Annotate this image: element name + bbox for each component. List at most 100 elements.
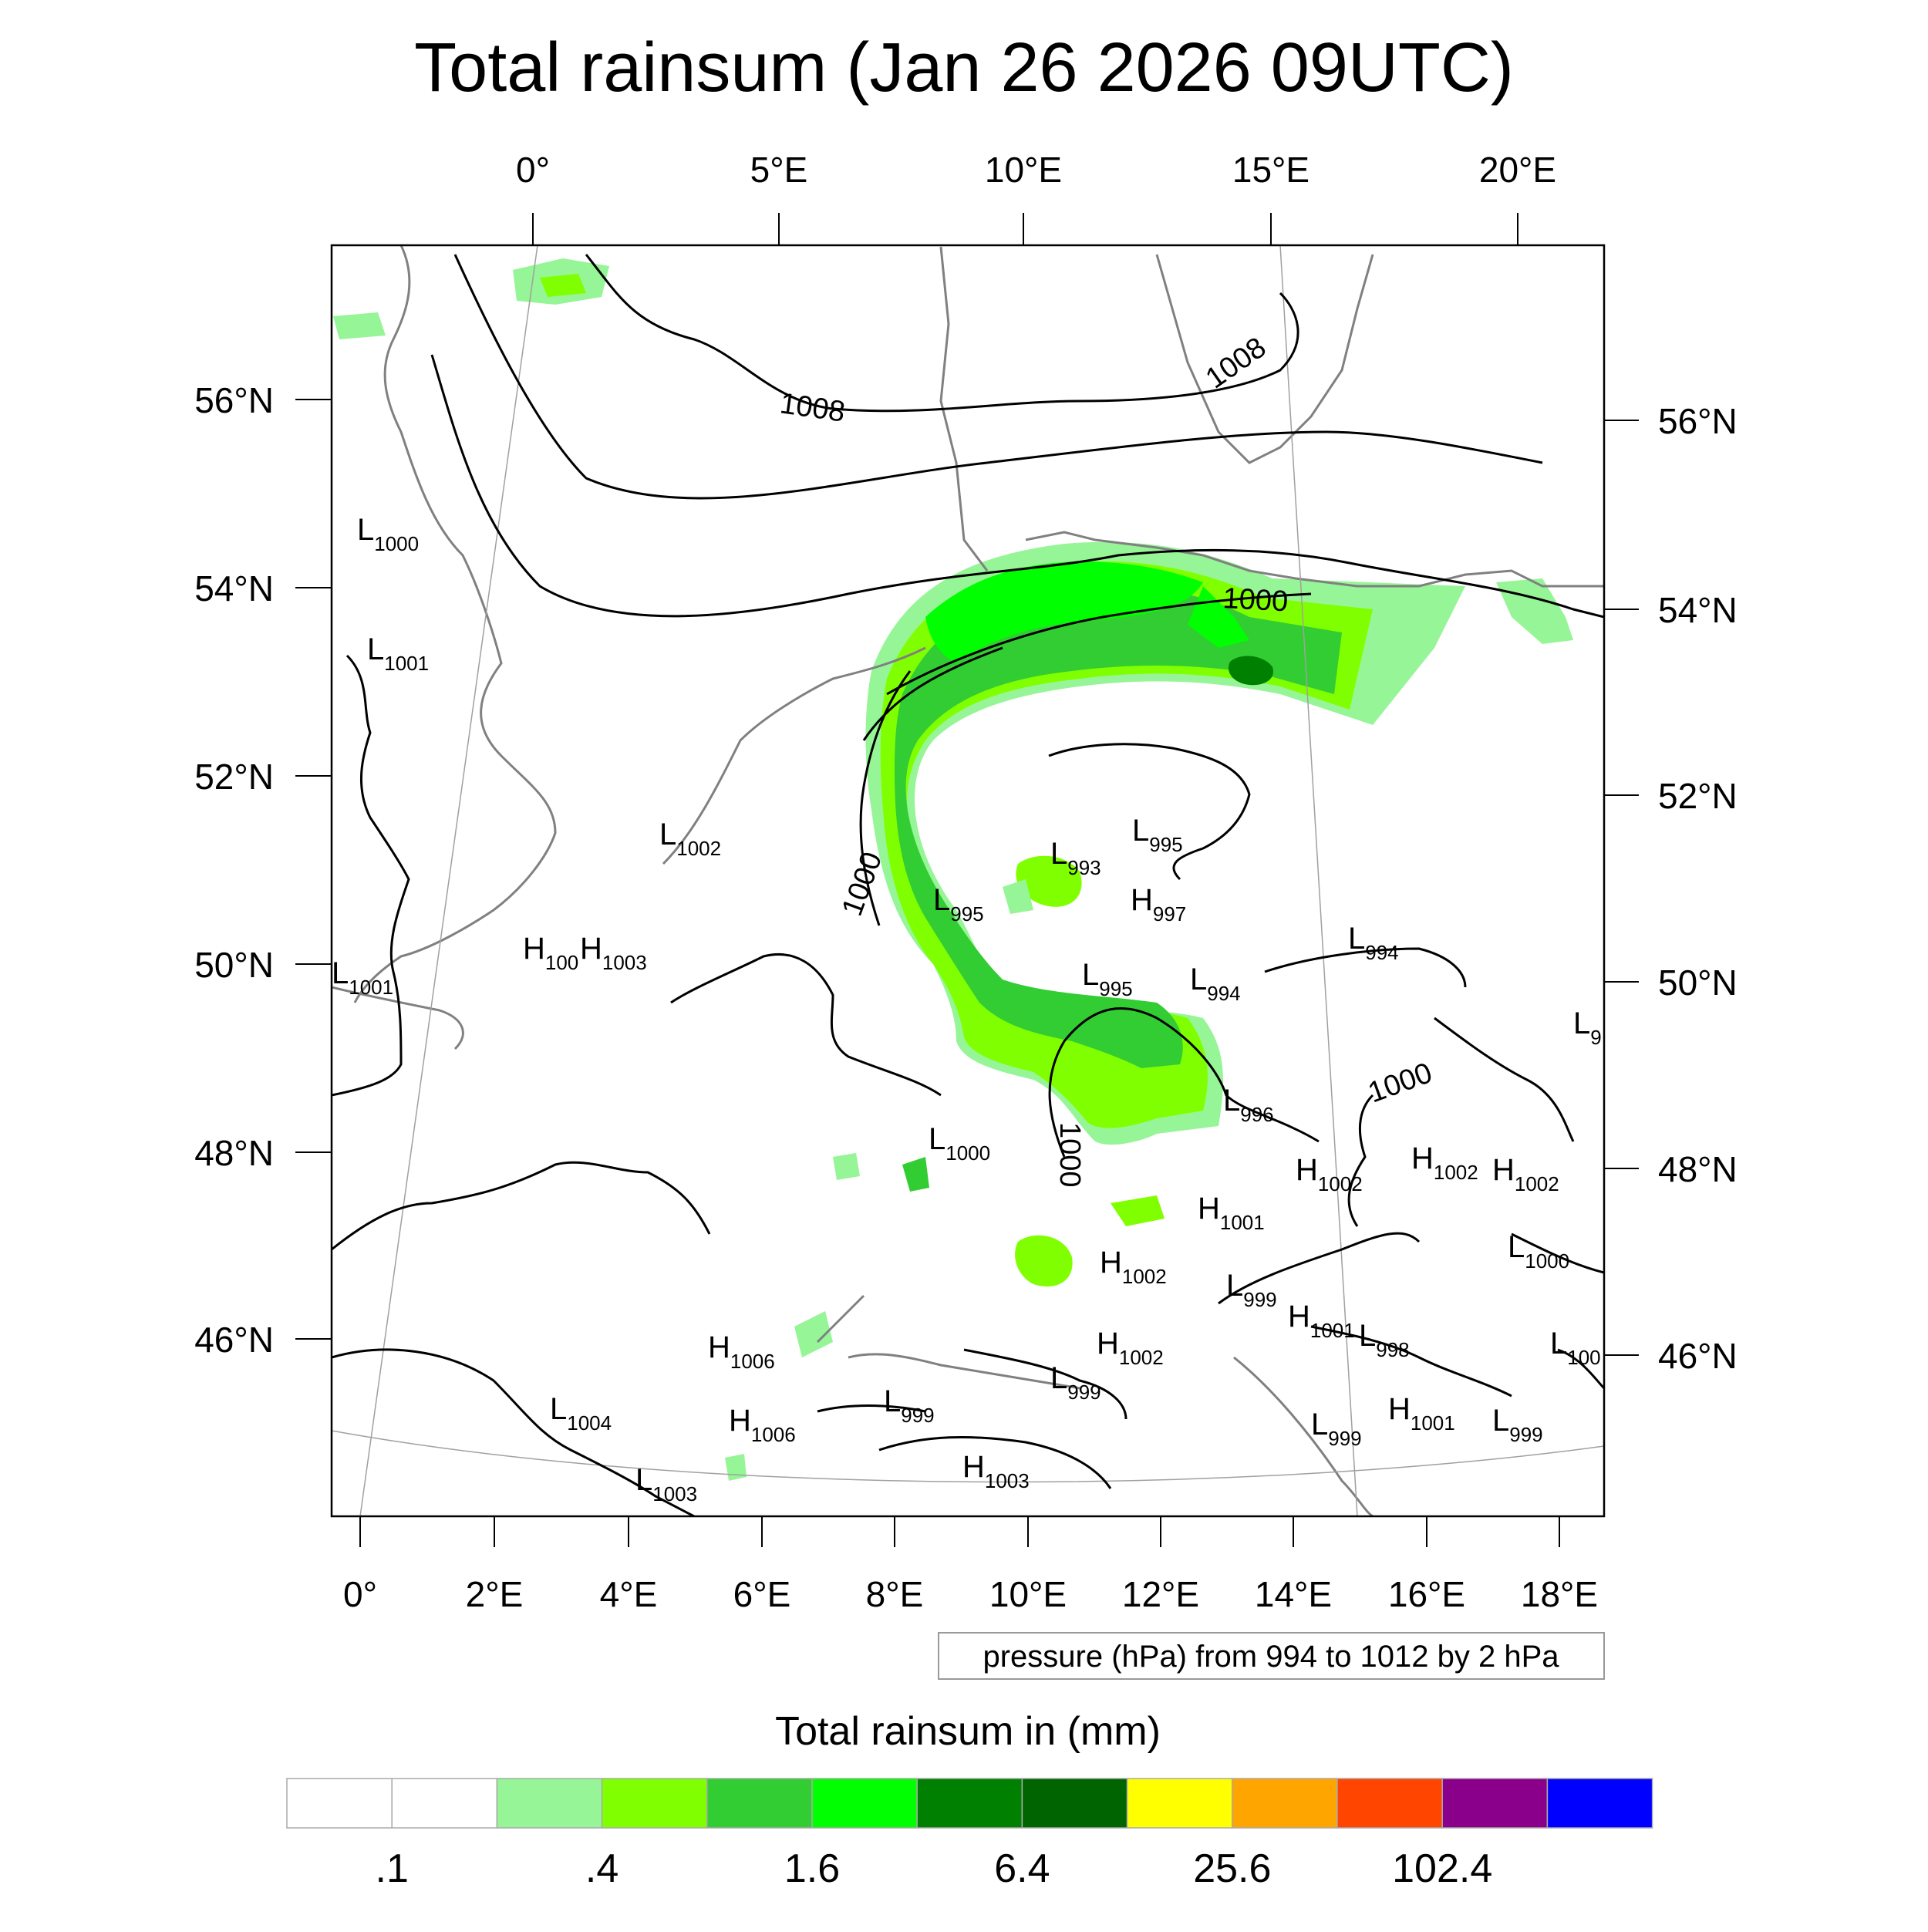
- colorbar-swatch: [1546, 1778, 1653, 1829]
- map-frame: [330, 244, 1606, 1518]
- rain-patch-south-1: [1111, 1195, 1165, 1226]
- colorbar-swatch: [1441, 1778, 1549, 1829]
- colorbar-swatch: [1126, 1778, 1233, 1829]
- high-pressure-center: H1001: [1388, 1392, 1455, 1435]
- map-area: 1008 1008 1000 1000 1000 1000 L1000L1001…: [332, 245, 1604, 1516]
- left-lat-label: 54°N: [194, 568, 274, 609]
- high-pressure-center: H1002: [1097, 1327, 1164, 1369]
- figure-title: Total rainsum (Jan 26 2026 09UTC): [414, 29, 1514, 106]
- rain-patch-center-2: [1003, 879, 1033, 914]
- colorbar-swatch: [1232, 1778, 1338, 1829]
- low-pressure-center: L999: [884, 1384, 935, 1427]
- left-lat-label: 50°N: [194, 945, 274, 985]
- high-pressure-center: H100: [523, 932, 578, 974]
- coastlines: [332, 245, 1604, 1516]
- top-lon-label: 15°E: [1232, 150, 1309, 190]
- low-pressure-center: L999: [1226, 1269, 1277, 1311]
- high-pressure-center: H1001: [1288, 1300, 1355, 1342]
- high-pressure-center: H997: [1131, 883, 1186, 926]
- high-pressure-center: H1002: [1492, 1153, 1559, 1195]
- low-pressure-center: L994: [1190, 963, 1241, 1005]
- right-ticks: [1604, 420, 1639, 1356]
- colorbar-swatch: [1336, 1778, 1443, 1829]
- top-lon-label: 5°E: [750, 150, 808, 190]
- top-lon-label: 10°E: [985, 150, 1062, 190]
- left-lat-label: 52°N: [194, 757, 274, 797]
- high-pressure-center: H1006: [729, 1404, 796, 1446]
- contour-info-box: [938, 1632, 1605, 1680]
- left-lat-labels: 56°N 54°N 52°N 50°N 48°N 46°N: [194, 380, 274, 1360]
- low-pressure-center: L999: [1492, 1404, 1543, 1446]
- colorbar-label: 1.6: [784, 1846, 840, 1891]
- isobars: [332, 254, 1604, 1516]
- bottom-lon-label: 14°E: [1255, 1574, 1332, 1614]
- bottom-lon-label: 2°E: [466, 1574, 524, 1614]
- low-pressure-center: L999: [1311, 1408, 1362, 1450]
- low-pressure-center: L1002: [659, 818, 721, 860]
- bottom-lon-label: 12°E: [1122, 1574, 1199, 1614]
- top-lon-label: 0°: [516, 150, 550, 190]
- rain-patch-ne: [1496, 578, 1573, 644]
- low-pressure-center: L1000: [929, 1122, 990, 1165]
- bottom-lon-label: 0°: [343, 1574, 377, 1614]
- bottom-lon-label: 18°E: [1521, 1574, 1598, 1614]
- high-pressure-center: H1006: [708, 1330, 775, 1373]
- bottom-lon-label: 6°E: [733, 1574, 791, 1614]
- rain-shading: [333, 258, 1573, 1481]
- low-pressure-center: L999: [1050, 1361, 1101, 1404]
- colorbar-label: .1: [376, 1846, 409, 1891]
- bottom-lon-label: 4°E: [600, 1574, 658, 1614]
- colorbar-label: 102.4: [1392, 1846, 1492, 1891]
- bottom-lon-label: 10°E: [989, 1574, 1067, 1614]
- top-lon-labels: 0° 5°E 10°E 15°E 20°E: [516, 150, 1556, 190]
- high-pressure-center: H1002: [1100, 1246, 1167, 1288]
- left-lat-label: 46°N: [194, 1320, 274, 1360]
- colorbar: [286, 1778, 1653, 1829]
- rain-band-core: [895, 584, 1342, 1068]
- right-lat-label: 48°N: [1658, 1149, 1738, 1189]
- low-pressure-center: L996: [1223, 1084, 1274, 1126]
- colorbar-title: Total rainsum in (mm): [775, 1709, 1161, 1754]
- top-ticks: [532, 213, 1518, 245]
- high-pressure-center: H1003: [962, 1450, 1030, 1492]
- colorbar-label: 6.4: [994, 1846, 1050, 1891]
- left-lat-label: 48°N: [194, 1133, 274, 1173]
- right-lat-label: 56°N: [1658, 401, 1738, 441]
- colorbar-label: 25.6: [1193, 1846, 1271, 1891]
- colorbar-swatch: [811, 1778, 918, 1829]
- bottom-lon-label: 16°E: [1388, 1574, 1465, 1614]
- isobar-label: 1000: [1222, 582, 1289, 618]
- colorbar-label: .4: [585, 1846, 619, 1891]
- left-lat-label: 56°N: [194, 380, 274, 420]
- low-pressure-center: L994: [1348, 922, 1399, 964]
- colorbar-swatch: [496, 1778, 603, 1829]
- low-pressure-center: L9: [1573, 1006, 1602, 1049]
- low-pressure-center: L1000: [1508, 1230, 1569, 1273]
- colorbar-swatch: [706, 1778, 813, 1829]
- right-lat-label: 50°N: [1658, 963, 1738, 1003]
- rain-patch-south-2: [1015, 1235, 1073, 1287]
- bottom-lon-labels: 0° 2°E 4°E 6°E 8°E 10°E 12°E 14°E 16°E 1…: [343, 1574, 1598, 1614]
- low-pressure-center: L1001: [332, 956, 393, 999]
- colorbar-labels: .1 .4 1.6 6.4 25.6 102.4: [376, 1846, 1493, 1891]
- low-pressure-center: L1003: [635, 1463, 697, 1505]
- low-pressure-center: L1001: [367, 632, 429, 675]
- rain-patch-south-5: [794, 1311, 833, 1357]
- bottom-ticks: [359, 1516, 1560, 1547]
- rain-patch-south-3: [902, 1157, 929, 1192]
- rain-patch-center: [1016, 855, 1082, 907]
- high-pressure-center: H1003: [580, 932, 647, 974]
- rain-dark-spot: [1228, 656, 1273, 686]
- bottom-lon-label: 8°E: [866, 1574, 924, 1614]
- low-pressure-center: L1004: [550, 1392, 612, 1435]
- isobar-label: 1000: [836, 848, 888, 920]
- low-pressure-center: L1000: [357, 513, 419, 555]
- graticule: [332, 245, 1604, 1516]
- low-pressure-center: L995: [933, 883, 984, 926]
- rain-patch-south-6: [725, 1454, 747, 1481]
- colorbar-swatch: [601, 1778, 708, 1829]
- right-lat-labels: 56°N 54°N 52°N 50°N 48°N 46°N: [1658, 401, 1738, 1376]
- left-ticks: [295, 399, 332, 1340]
